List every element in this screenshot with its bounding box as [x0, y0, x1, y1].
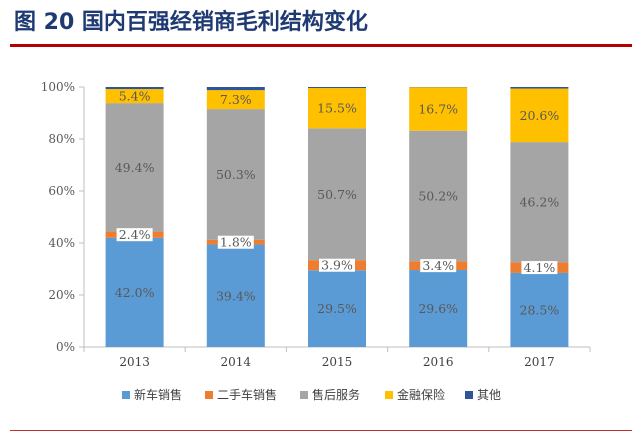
chart-axes: 0% 20% 40% 60% 80% 100% 2013 2014 2015 2016 2017 — [41, 80, 591, 369]
bar-segment — [206, 109, 265, 240]
data-label: 1.8% — [220, 235, 252, 250]
data-label: 20.6% — [520, 108, 560, 123]
legend-label: 售后服务 — [312, 387, 360, 402]
bar-segment — [510, 87, 569, 89]
data-label: 4.1% — [524, 260, 556, 275]
bar-segment — [105, 89, 164, 104]
chart-data-labels: 42.0% 2.4% 49.4% 5.4% 39.4% 1.8% 50.3% 7.3% 29.5… — [115, 89, 560, 318]
y-tick-label: 80% — [48, 132, 75, 146]
bar-segment — [105, 237, 164, 347]
x-tick-label: 2014 — [221, 355, 252, 369]
bar-segment — [308, 87, 366, 89]
data-label: 7.3% — [220, 92, 252, 107]
data-label: 16.7% — [418, 101, 458, 116]
bar-segment — [510, 142, 569, 263]
bar-segment — [409, 87, 468, 131]
bar-segment — [409, 270, 468, 347]
data-label: 50.7% — [317, 187, 357, 202]
legend-label: 其他 — [477, 388, 501, 402]
data-label: 15.5% — [317, 101, 357, 116]
bar-segment — [308, 88, 366, 129]
data-label: 2.4% — [119, 227, 151, 242]
legend-swatch — [465, 391, 473, 399]
data-label: 29.5% — [317, 301, 357, 316]
legend-label: 二手车销售 — [217, 387, 277, 402]
y-tick-label: 20% — [48, 288, 75, 302]
data-label: 42.0% — [115, 285, 155, 300]
bar-segment — [409, 130, 468, 262]
bar-segment — [510, 88, 569, 143]
data-label: 29.6% — [418, 301, 458, 316]
x-tick-label: 2016 — [423, 355, 454, 369]
bar-segment — [308, 270, 366, 347]
legend-swatch — [205, 391, 213, 399]
bar-segment — [105, 87, 164, 90]
bar-segment — [206, 90, 265, 110]
data-label-box — [319, 258, 355, 272]
data-label: 49.4% — [115, 160, 155, 175]
x-tick-label: 2013 — [119, 355, 150, 369]
y-tick-label: 100% — [41, 80, 75, 94]
bar-segment — [206, 244, 265, 347]
figure-title: 图 20 国内百强经销商毛利结构变化 — [14, 10, 368, 35]
data-label: 28.5% — [520, 302, 560, 317]
x-tick-label: 2015 — [322, 355, 353, 369]
data-label-box — [116, 228, 153, 242]
x-tick-label: 2017 — [524, 355, 555, 369]
legend-label: 金融保险 — [397, 387, 445, 402]
bar-segment — [105, 103, 164, 232]
y-tick-label: 40% — [48, 236, 75, 250]
title-rule — [10, 44, 632, 47]
data-label: 5.4% — [119, 89, 151, 104]
legend-swatch — [385, 391, 393, 399]
data-label: 50.3% — [216, 167, 256, 182]
data-label: 3.9% — [321, 258, 353, 273]
legend-label: 新车销售 — [134, 387, 182, 402]
legend-swatch — [122, 391, 130, 399]
bar-segment — [206, 87, 265, 91]
data-label: 46.2% — [520, 195, 560, 210]
data-label-box — [420, 259, 457, 273]
y-tick-label: 0% — [56, 340, 75, 354]
data-label: 39.4% — [216, 288, 256, 303]
data-label: 50.2% — [418, 188, 458, 203]
y-tick-label: 60% — [48, 184, 75, 198]
data-label-box — [217, 235, 254, 249]
data-label-box — [521, 261, 558, 275]
bar-segment — [308, 128, 366, 261]
chart-legend: 新车销售 二手车销售 售后服务 金融保险 其他 — [122, 387, 501, 402]
data-label: 3.4% — [422, 258, 454, 273]
bar-segment — [510, 272, 569, 347]
bottom-rule — [10, 430, 632, 431]
legend-swatch — [300, 391, 308, 399]
